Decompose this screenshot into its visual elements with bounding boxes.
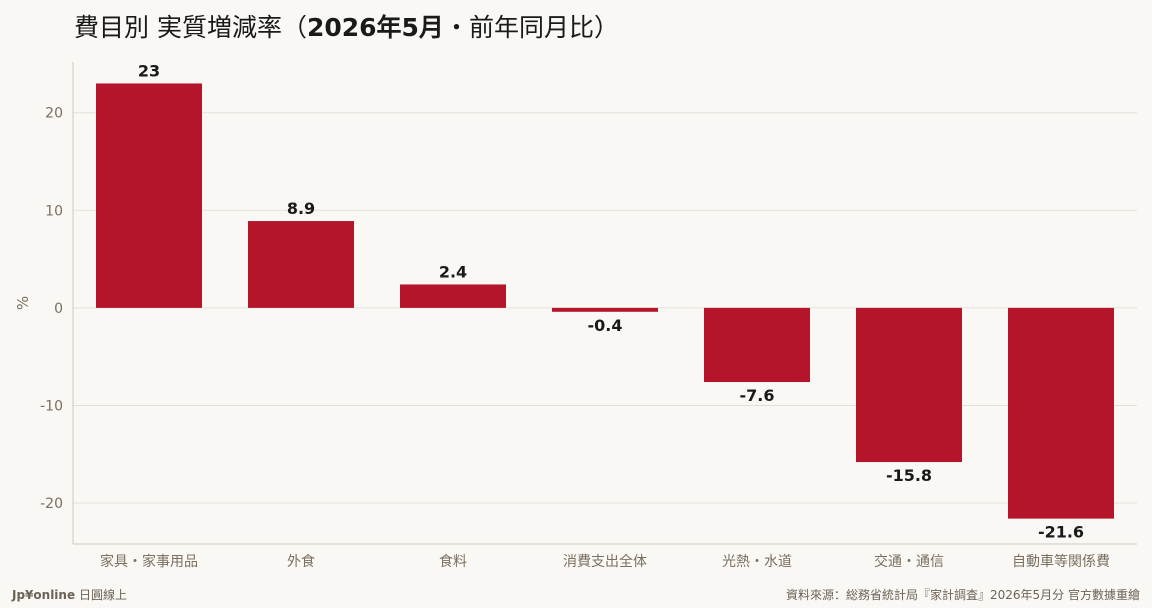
brand-subtitle: 日圓線上 bbox=[78, 588, 127, 602]
y-tick-label: 0 bbox=[54, 301, 63, 317]
x-tick-label: 食料 bbox=[439, 553, 467, 570]
y-tick-label: -10 bbox=[40, 398, 63, 414]
y-tick-label: 20 bbox=[45, 106, 63, 122]
chart-title: 費目別 実質増減率（2026年5月・前年同月比） bbox=[74, 8, 619, 44]
brand-name: Jp¥online bbox=[12, 588, 76, 602]
y-tick-label: 10 bbox=[45, 203, 63, 219]
x-tick-label: 外食 bbox=[287, 553, 315, 570]
source-note: 資料來源：総務省統計局『家計調査』2026年5月分 官方數據重繪 bbox=[786, 588, 1140, 602]
bar bbox=[856, 307, 962, 463]
y-tick-label: -20 bbox=[40, 496, 63, 512]
bar bbox=[248, 221, 354, 308]
brand-footer: Jp¥online 日圓線上 bbox=[12, 586, 127, 603]
data-label: -21.6 bbox=[1038, 523, 1084, 542]
title-prefix: 費目別 実質増減率（ bbox=[74, 13, 307, 42]
title-suffix: ・前年同月比） bbox=[443, 13, 619, 42]
data-label: 8.9 bbox=[287, 199, 315, 218]
x-tick-label: 交通・通信 bbox=[874, 553, 944, 570]
data-label: -0.4 bbox=[588, 316, 623, 335]
data-label: 23 bbox=[138, 61, 160, 80]
x-tick-label: 家具・家事用品 bbox=[100, 553, 198, 570]
bar bbox=[400, 284, 506, 308]
x-tick-label: 光熱・水道 bbox=[722, 554, 792, 570]
bar bbox=[96, 83, 202, 308]
x-tick-label: 自動車等関係費 bbox=[1012, 553, 1110, 570]
x-tick-label: 消費支出全体 bbox=[563, 553, 647, 570]
data-label: -7.6 bbox=[740, 386, 775, 405]
y-axis-label: % bbox=[14, 296, 32, 310]
data-label: -15.8 bbox=[886, 466, 932, 485]
bar bbox=[1008, 307, 1114, 519]
title-period: 2026年5月 bbox=[306, 13, 444, 42]
data-label: 2.4 bbox=[439, 262, 467, 281]
bar bbox=[552, 307, 658, 312]
bar bbox=[704, 307, 810, 383]
